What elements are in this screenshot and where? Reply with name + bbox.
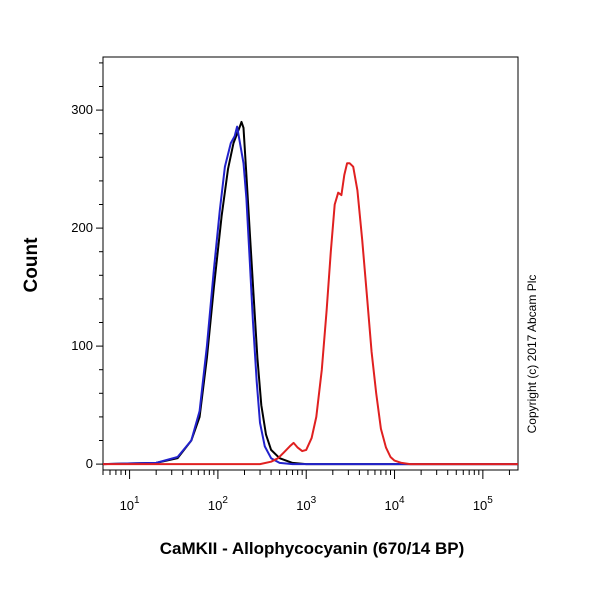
y-axis-title: Count <box>21 237 42 293</box>
y-tick-label: 100 <box>71 338 93 353</box>
series-layer <box>102 120 518 466</box>
x-tick-label: 102 <box>208 495 228 513</box>
x-axis: 101 102 103 104 105 <box>102 470 510 513</box>
y-tick-label: 0 <box>86 456 93 471</box>
histogram-series-3 <box>103 162 518 466</box>
plot-frame <box>102 56 519 471</box>
copyright-text: Copyright (c) 2017 Abcam Plc <box>525 275 539 434</box>
y-tick-label: 300 <box>71 102 93 117</box>
y-tick-label: 200 <box>71 220 93 235</box>
y-axis: 0 100 200 300 <box>71 62 103 471</box>
x-tick-label: 104 <box>385 495 405 513</box>
x-axis-title: CaMKII - Allophycocyanin (670/14 BP) <box>160 539 465 558</box>
histogram-series-1 <box>102 120 518 466</box>
x-tick-label: 103 <box>296 495 316 513</box>
x-tick-label: 101 <box>120 495 140 513</box>
histogram-series-2 <box>102 125 518 466</box>
x-tick-label: 105 <box>473 495 493 513</box>
